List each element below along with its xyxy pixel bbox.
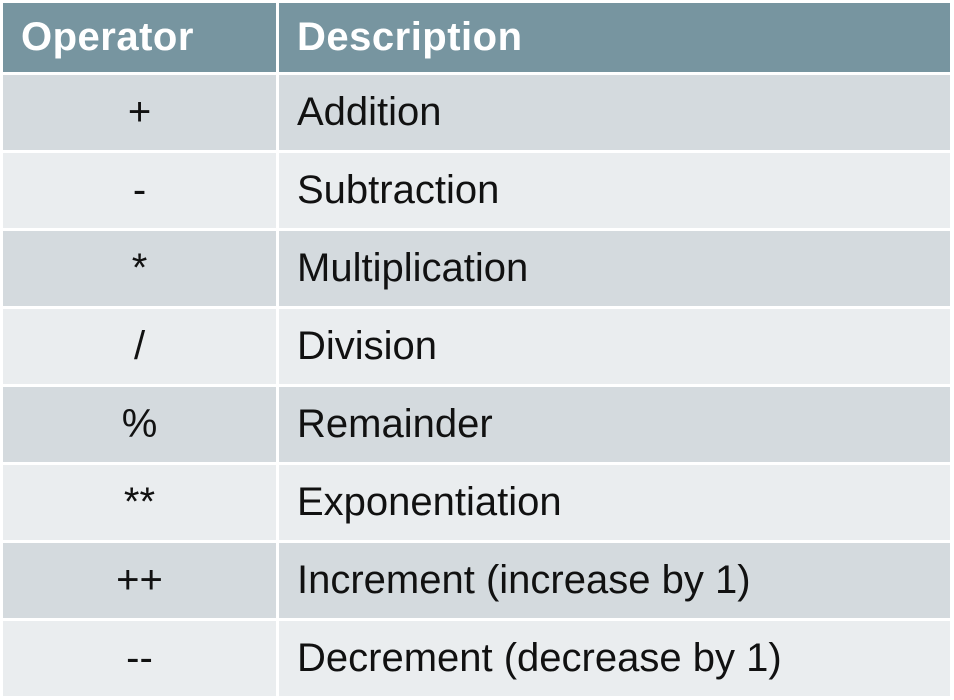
operator-cell: % <box>3 387 276 462</box>
operator-cell: ++ <box>3 543 276 618</box>
description-cell: Subtraction <box>279 153 950 228</box>
description-cell: Division <box>279 309 950 384</box>
table-row-addition: + Addition <box>3 75 950 150</box>
table-row-exponentiation: ** Exponentiation <box>3 465 950 540</box>
description-cell: Decrement (decrease by 1) <box>279 621 950 696</box>
table-row-multiplication: * Multiplication <box>3 231 950 306</box>
operator-cell: - <box>3 153 276 228</box>
header-description: Description <box>279 3 950 72</box>
operator-cell: * <box>3 231 276 306</box>
operator-cell: + <box>3 75 276 150</box>
operator-cell: ** <box>3 465 276 540</box>
description-cell: Increment (increase by 1) <box>279 543 950 618</box>
table-row-remainder: % Remainder <box>3 387 950 462</box>
table-row-subtraction: - Subtraction <box>3 153 950 228</box>
table-header-row: Operator Description <box>3 3 950 72</box>
table-row-increment: ++ Increment (increase by 1) <box>3 543 950 618</box>
header-operator: Operator <box>3 3 276 72</box>
operator-cell: / <box>3 309 276 384</box>
description-cell: Exponentiation <box>279 465 950 540</box>
table-row-division: / Division <box>3 309 950 384</box>
description-cell: Remainder <box>279 387 950 462</box>
description-cell: Multiplication <box>279 231 950 306</box>
table-row-decrement: -- Decrement (decrease by 1) <box>3 621 950 696</box>
operator-cell: -- <box>3 621 276 696</box>
description-cell: Addition <box>279 75 950 150</box>
